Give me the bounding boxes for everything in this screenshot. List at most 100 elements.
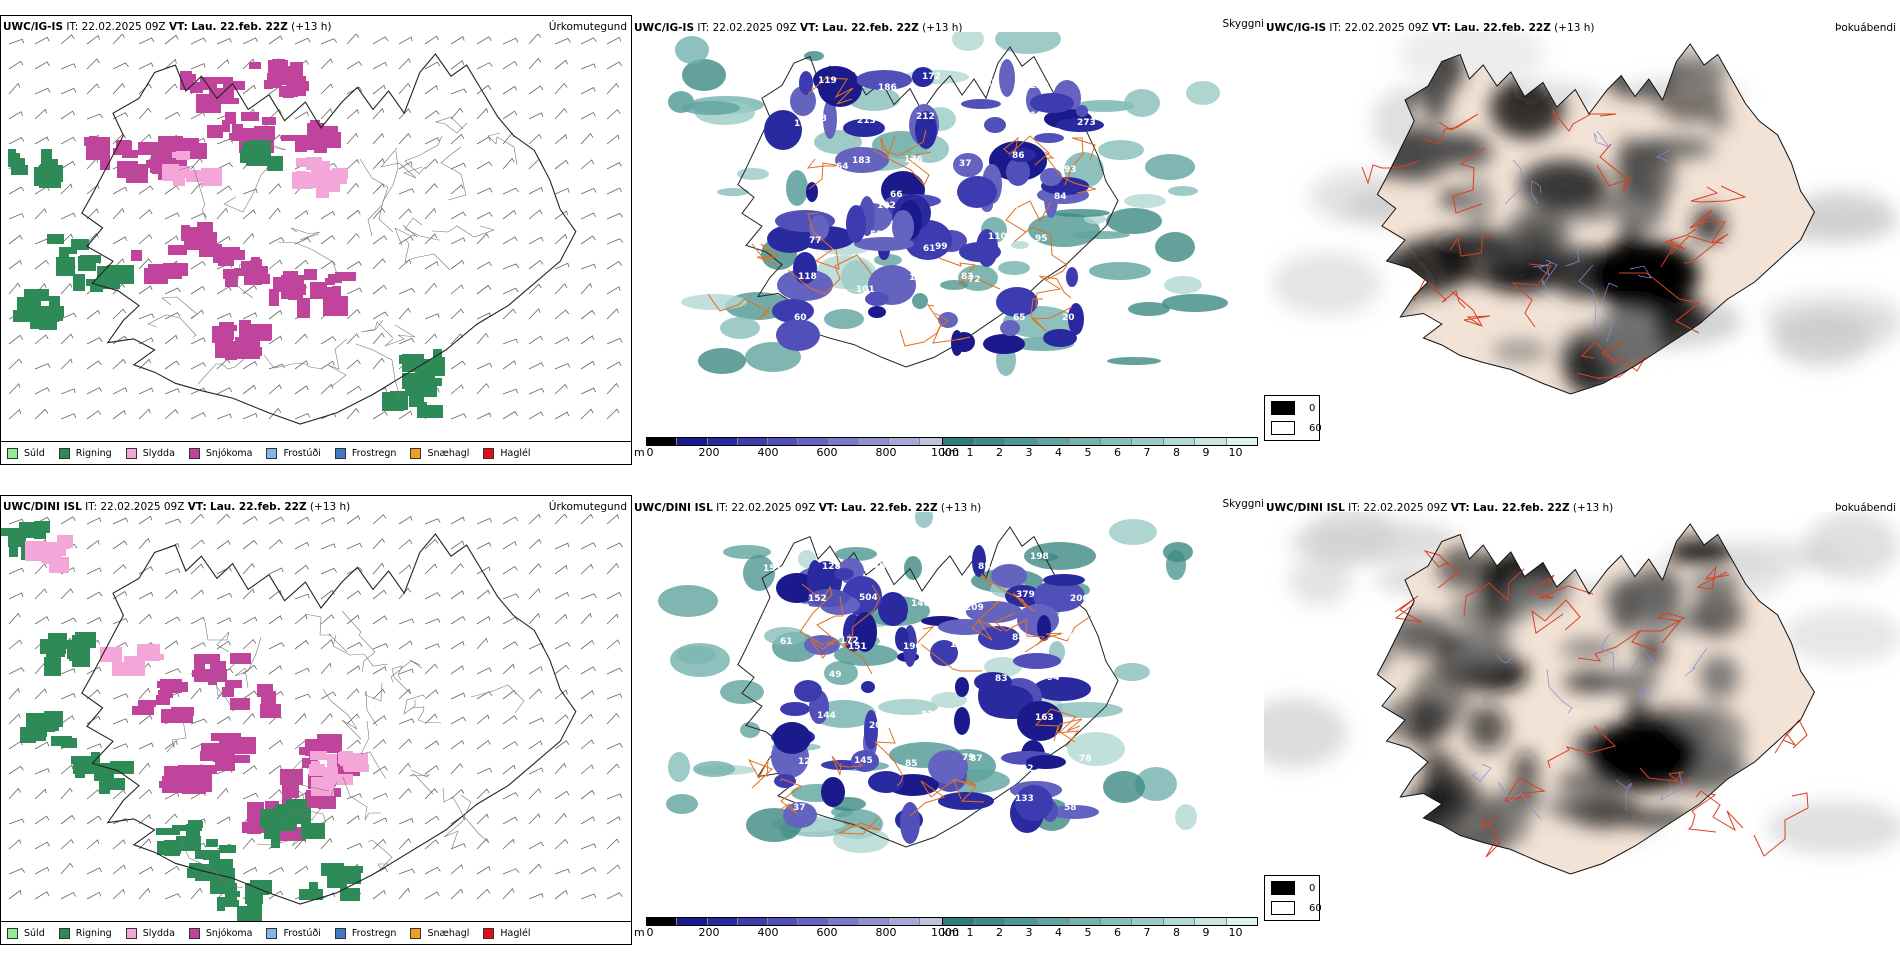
visibility-tick-label: 7 xyxy=(1143,446,1151,459)
legend-label: Slydda xyxy=(142,927,175,939)
ceiling-value-label: 187 xyxy=(979,79,998,89)
panel-title: Úrkomutegund xyxy=(548,501,627,513)
panel-header: UWC/DINI ISL IT: 22.02.2025 09Z VT: Lau.… xyxy=(634,502,982,514)
legend-item-snæhagl: Snæhagl xyxy=(410,447,469,459)
ceiling-value-label: 172 xyxy=(922,72,941,82)
fog-legend: 0 60 xyxy=(1264,875,1322,921)
legend-label: Frostúði xyxy=(283,927,321,939)
ceiling-tick-label: 600 xyxy=(816,446,838,459)
ceiling-value-label: 151 xyxy=(848,642,867,652)
ceiling-tick-label: 0 xyxy=(646,446,654,459)
ceiling-value-label: 119 xyxy=(818,76,837,86)
legend-swatch xyxy=(58,927,70,939)
fog-swatch-60 xyxy=(1271,901,1295,915)
visibility-tick-label: 6 xyxy=(1114,926,1121,939)
panel-title: Skyggni xyxy=(1222,18,1265,30)
fog-indicator-panel: UWC/IG-IS IT: 22.02.2025 09Z VT: Lau. 22… xyxy=(1264,0,1900,465)
ceiling-value-label: 379 xyxy=(1016,590,1035,600)
ceiling-tick-label: 200 xyxy=(698,446,720,459)
visibility-tick-label: 3 xyxy=(1025,446,1033,459)
precip-legend: Súld Rigning Slydda Snjókoma Frostúði Frostre… xyxy=(1,921,631,944)
ceiling-value-label: 83 xyxy=(961,272,974,282)
ceiling-value-label: 55 xyxy=(1029,274,1042,284)
ceiling-tick-label: 800 xyxy=(875,446,897,459)
legend-swatch xyxy=(483,447,495,459)
ceiling-value-label: 98 xyxy=(821,195,834,205)
ceiling-map: 139 119 186 172 187 239 132 188 213 212 171 210 273 1… xyxy=(668,32,1228,376)
ceiling-value-label: 188 xyxy=(1090,563,1109,573)
panel-header: UWC/IG-IS IT: 22.02.2025 09Z VT: Lau. 22… xyxy=(3,21,332,33)
ceiling-value-label: 37 xyxy=(793,803,806,813)
ceiling-unit: m xyxy=(634,926,645,939)
colorbar-segment xyxy=(1037,918,1069,925)
ceiling-value-label: 80 xyxy=(874,672,887,682)
fog-swatch-60 xyxy=(1271,421,1295,435)
ceiling-value-label: 110 xyxy=(988,721,1007,731)
legend-swatch xyxy=(58,447,70,459)
ceiling-value-label: 121 xyxy=(798,757,817,767)
visibility-tick-label: 10 xyxy=(1228,446,1243,459)
ceiling-value-label: 80 xyxy=(929,551,942,561)
ceiling-value-label: 172 xyxy=(791,603,810,613)
ceiling-value-label: 85 xyxy=(978,562,991,572)
visibility-tick-label: 6 xyxy=(1114,446,1121,459)
ceiling-value-label: 95 xyxy=(1035,234,1048,244)
colorbar-segment xyxy=(1069,438,1101,445)
ceiling-value-label: 99 xyxy=(935,242,948,252)
visibility-colorbar xyxy=(942,917,1258,926)
legend-item-snæhagl: Snæhagl xyxy=(410,927,469,939)
visibility-tick-label: 9 xyxy=(1202,926,1210,939)
ceiling-value-label: 188 xyxy=(808,114,827,124)
ceiling-value-label: 66 xyxy=(890,190,903,200)
colorbar-segment xyxy=(1006,918,1038,925)
legend-label: Haglél xyxy=(500,927,531,939)
ceiling-value-label: 212 xyxy=(916,112,935,122)
ceiling-value-label: 102 xyxy=(877,201,896,211)
colorbar-segment xyxy=(889,918,920,925)
ceiling-value-label: 60 xyxy=(794,313,807,323)
ceiling-value-label: 186 xyxy=(878,83,897,93)
colorbar-segment xyxy=(798,918,829,925)
legend-label: Súld xyxy=(24,927,45,939)
ceiling-value-label: 209 xyxy=(965,603,984,613)
ceiling-value-label: 128 xyxy=(822,562,841,572)
ceiling-value-label: 239 xyxy=(1030,81,1049,91)
legend-label: Frostúði xyxy=(283,447,321,459)
fog-map xyxy=(1272,32,1900,395)
legend-swatch xyxy=(410,927,422,939)
ceiling-value-label: 85 xyxy=(905,759,918,769)
visibility-colorbar xyxy=(942,437,1258,446)
ceiling-value-label: 145 xyxy=(854,756,873,766)
colorbar-segment xyxy=(737,918,769,925)
visibility-tick-label: 1 xyxy=(966,446,974,459)
visibility-tick-label: 9 xyxy=(1202,446,1210,459)
fog-indicator-panel: UWC/DINI ISL IT: 22.02.2025 09Z VT: Lau.… xyxy=(1264,480,1900,945)
ceiling-value-label: 116 xyxy=(939,671,958,681)
legend-item-frostregn: Frostregn xyxy=(334,447,396,459)
fog-swatch-0 xyxy=(1271,881,1295,895)
ceiling-value-label: 87 xyxy=(886,676,899,686)
ceiling-value-label: 113 xyxy=(909,273,928,283)
visibility-tick-label: 8 xyxy=(1173,446,1180,459)
visibility-tick-label: 7 xyxy=(1143,926,1151,939)
fog-map xyxy=(1264,512,1900,875)
ceiling-value-label: 93 xyxy=(1064,165,1077,175)
ceiling-value-label: 88 xyxy=(1012,633,1025,643)
panel-header: UWC/DINI ISL IT: 22.02.2025 09Z VT: Lau.… xyxy=(3,501,351,513)
legend-swatch xyxy=(188,447,200,459)
ceiling-value-label: 65 xyxy=(1013,313,1026,323)
panel-header: UWC/IG-IS IT: 22.02.2025 09Z VT: Lau. 22… xyxy=(634,22,963,34)
colorbar-segment xyxy=(1163,918,1195,925)
legend-item-frostúði: Frostúði xyxy=(266,447,321,459)
precip-type-panel: UWC/IG-IS IT: 22.02.2025 09Z VT: Lau. 22… xyxy=(0,15,632,465)
fog-legend-label: 0 xyxy=(1309,882,1316,894)
visibility-tick-label: 10 xyxy=(1228,926,1243,939)
colorbar-segment xyxy=(889,438,920,445)
colorbar-segment xyxy=(859,918,890,925)
colorbar-segment xyxy=(1132,438,1164,445)
colorbar-segment xyxy=(919,918,949,925)
ceiling-value-label: 61 xyxy=(1095,244,1108,254)
ceiling-tick-label: 200 xyxy=(698,926,720,939)
colorbar-segment xyxy=(1069,918,1101,925)
colorbar-segment xyxy=(828,918,860,925)
